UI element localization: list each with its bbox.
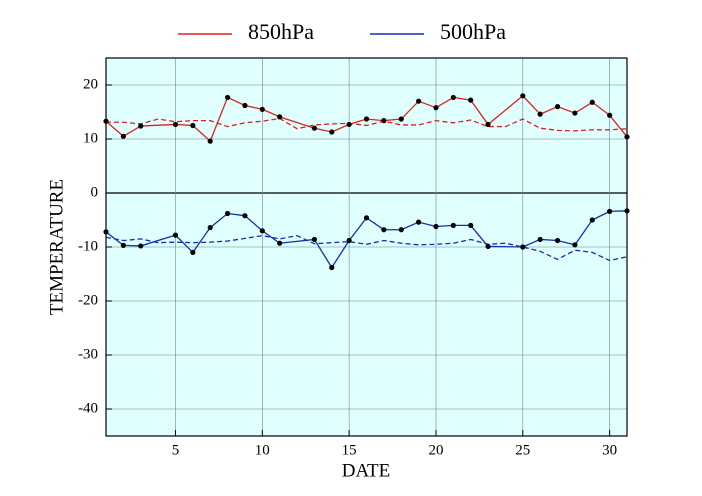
- y-tick-label: -30: [78, 346, 98, 362]
- point: [433, 223, 439, 230]
- point: [520, 244, 526, 250]
- x-tick-label: 30: [602, 442, 617, 458]
- point: [242, 213, 248, 219]
- point: [607, 208, 613, 214]
- point: [537, 236, 543, 243]
- point: [607, 112, 613, 118]
- y-tick-label: -20: [78, 292, 98, 308]
- y-tick-label: -40: [78, 400, 98, 416]
- y-tick-label: 0: [91, 184, 99, 200]
- series-line: [105, 234, 628, 262]
- series-line: [105, 210, 628, 269]
- point: [381, 227, 387, 233]
- point: [277, 240, 283, 246]
- y-tick-label: -10: [78, 238, 98, 254]
- point: [468, 97, 474, 103]
- point: [242, 102, 248, 109]
- point: [416, 98, 422, 104]
- x-tick-label: 10: [255, 442, 270, 458]
- point: [346, 237, 352, 244]
- point: [346, 121, 352, 128]
- point: [259, 228, 265, 234]
- point: [450, 94, 456, 101]
- series-line: [105, 94, 628, 143]
- point: [190, 249, 196, 255]
- point: [381, 118, 387, 124]
- point: [172, 232, 179, 238]
- point: [537, 111, 543, 117]
- point: [259, 106, 265, 112]
- y-axis-label: TEMPERATURE: [46, 179, 67, 315]
- point: [398, 227, 404, 233]
- point: [363, 116, 370, 122]
- point: [224, 94, 231, 101]
- x-tick-label: 5: [172, 442, 180, 458]
- point: [190, 122, 196, 129]
- point: [572, 242, 578, 248]
- point: [589, 99, 595, 105]
- point: [416, 219, 422, 225]
- y-tick-label: 20: [83, 76, 98, 92]
- point: [589, 217, 595, 223]
- series-line: [106, 117, 628, 132]
- point: [329, 264, 335, 271]
- point: [311, 236, 317, 243]
- point: [311, 125, 317, 131]
- point: [520, 93, 526, 99]
- legend-label: 850hPa: [248, 19, 314, 44]
- plot-frame: [105, 57, 628, 437]
- point: [363, 215, 370, 221]
- point: [554, 104, 561, 110]
- point: [398, 116, 404, 122]
- x-tick-label: 20: [428, 442, 443, 458]
- x-tick-label: 15: [342, 442, 357, 458]
- point: [120, 242, 126, 248]
- y-tick-label: 10: [83, 130, 98, 146]
- x-tick-label: 25: [515, 442, 530, 458]
- point: [485, 121, 491, 128]
- point: [277, 114, 283, 120]
- point: [572, 110, 578, 116]
- point: [207, 224, 213, 231]
- point: [485, 243, 491, 250]
- point: [450, 222, 456, 228]
- point: [224, 210, 231, 217]
- legend-label: 500hPa: [440, 19, 506, 44]
- point: [138, 123, 144, 129]
- point: [138, 243, 144, 249]
- point: [172, 121, 179, 128]
- x-axis-label: DATE: [342, 460, 391, 481]
- point: [120, 133, 126, 139]
- point: [207, 138, 213, 144]
- point: [468, 222, 474, 228]
- point: [433, 105, 439, 111]
- point: [554, 237, 561, 244]
- point: [329, 129, 335, 135]
